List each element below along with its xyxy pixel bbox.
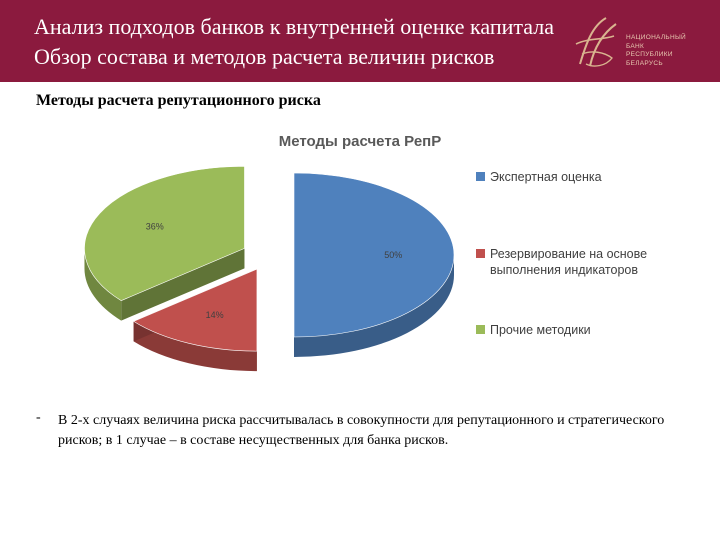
slide-subtitle: Методы расчета репутационного риска bbox=[36, 92, 321, 109]
header-title-line1: Анализ подходов банков к внутренней оцен… bbox=[34, 14, 554, 39]
pie-data-label-2: 14% bbox=[206, 310, 224, 320]
pie-slice-side bbox=[84, 248, 122, 321]
note-bullet: - bbox=[36, 410, 41, 425]
pie-slices bbox=[84, 166, 455, 372]
legend-label-1: Экспертная оценка bbox=[490, 170, 602, 184]
pie-slice-1 bbox=[293, 172, 455, 357]
pie-slice-top bbox=[132, 268, 258, 352]
header-title-line2: Обзор состава и методов расчета величин … bbox=[34, 44, 495, 69]
chart-title: Методы расчета РепР bbox=[279, 133, 441, 150]
legend-label-3: Прочие методики bbox=[490, 323, 591, 337]
logo-text: НАЦИОНАЛЬНЫЙ БАНК РЕСПУБЛИКИ БЕЛАРУСЬ bbox=[626, 34, 686, 67]
pie-slice-3 bbox=[84, 166, 245, 321]
bank-logo: НАЦИОНАЛЬНЫЙ БАНК РЕСПУБЛИКИ БЕЛАРУСЬ bbox=[572, 14, 712, 72]
slide-header: Анализ подходов банков к внутренней оцен… bbox=[0, 0, 720, 82]
note-text: В 2-х случаях величина риска рассчитывал… bbox=[58, 413, 665, 448]
pie-slice-wall bbox=[121, 248, 245, 321]
pie-slice-side bbox=[294, 255, 454, 357]
chart-legend: Экспертная оценка Резервирование на основ… bbox=[476, 170, 647, 337]
legend-swatch-2 bbox=[476, 249, 485, 258]
pie-slice-top bbox=[293, 172, 455, 338]
pie-data-label-1: 50% bbox=[384, 250, 402, 260]
pie-slice-side bbox=[133, 321, 257, 372]
legend-label-2: выполнения индикаторов bbox=[490, 263, 638, 277]
pie-slice-2 bbox=[132, 268, 258, 372]
legend-swatch-1 bbox=[476, 172, 485, 181]
legend-label-2: Резервирование на основе bbox=[490, 247, 647, 261]
pie-slice-top bbox=[84, 166, 245, 301]
pie-data-label-3: 36% bbox=[146, 222, 164, 232]
pie-data-labels: 50% 14% 36% bbox=[146, 222, 402, 320]
bank-monogram-icon bbox=[575, 17, 617, 67]
legend-swatch-3 bbox=[476, 325, 485, 334]
